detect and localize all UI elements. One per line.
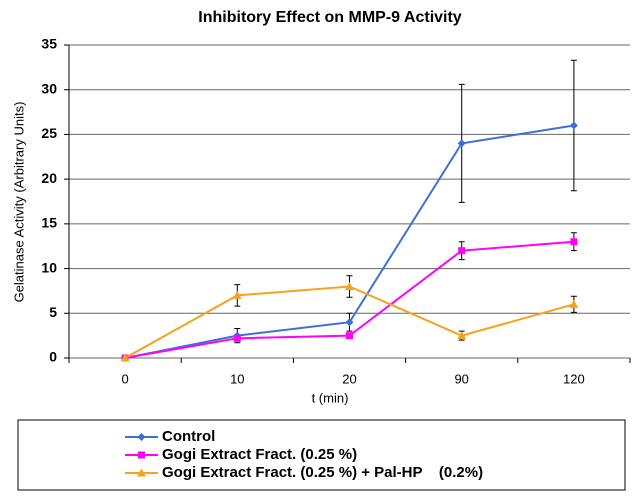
data-point bbox=[569, 121, 578, 130]
y-tick-label: 35 bbox=[41, 36, 57, 52]
legend-label: Gogi Extract Fract. (0.25 %) bbox=[162, 446, 357, 463]
data-point bbox=[457, 139, 466, 148]
legend-box bbox=[17, 419, 626, 491]
y-tick-label: 15 bbox=[41, 215, 57, 231]
data-point bbox=[345, 281, 354, 290]
series-line bbox=[124, 240, 574, 359]
x-tick-label: 90 bbox=[454, 371, 468, 386]
data-point bbox=[458, 247, 466, 255]
legend-label: Control bbox=[162, 428, 215, 445]
y-tick-label: 30 bbox=[41, 80, 57, 96]
data-point bbox=[120, 353, 130, 362]
y-tick-label: 0 bbox=[49, 349, 57, 365]
y-tick-label: 25 bbox=[41, 125, 57, 141]
x-tick-label: 20 bbox=[342, 371, 356, 386]
x-tick-label: 0 bbox=[121, 371, 128, 386]
data-point bbox=[233, 334, 241, 342]
legend-label: Gogi Extract Fract. (0.25 %) + Pal-HP (0… bbox=[162, 464, 483, 481]
x-tick-label: 10 bbox=[230, 371, 244, 386]
chart-title: Inhibitory Effect on MMP-9 Activity bbox=[198, 9, 462, 26]
x-axis-label: t (min) bbox=[312, 390, 349, 405]
legend-marker bbox=[138, 451, 145, 459]
data-point bbox=[457, 331, 467, 340]
y-tick-label: 5 bbox=[49, 304, 57, 320]
legend-marker bbox=[137, 468, 146, 477]
x-tick-label: 120 bbox=[563, 371, 585, 386]
y-axis-label: Gelatinase Activity (Arbitrary Units) bbox=[11, 102, 26, 303]
data-point bbox=[346, 332, 353, 340]
legend-marker bbox=[137, 433, 146, 441]
y-tick-label: 10 bbox=[41, 259, 57, 275]
y-tick-label: 20 bbox=[41, 170, 57, 186]
data-point bbox=[345, 318, 354, 327]
data-point bbox=[232, 290, 242, 299]
data-point bbox=[569, 299, 579, 308]
data-point bbox=[570, 238, 578, 246]
